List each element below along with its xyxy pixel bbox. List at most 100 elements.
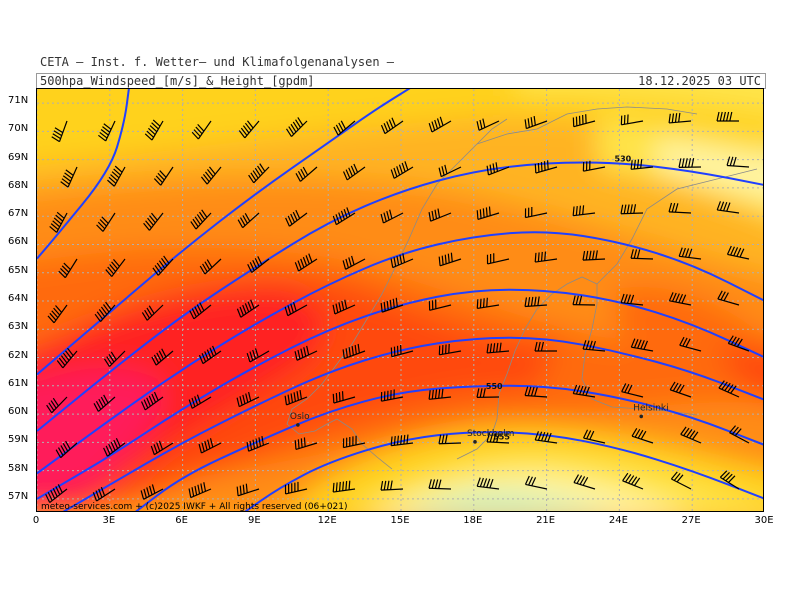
wind-barb xyxy=(380,209,404,224)
wind-barb xyxy=(284,481,308,495)
wind-barb xyxy=(572,205,596,217)
subheader-bar: 500hpa_Windspeed_[m/s]_&_Height_[gpdm] 1… xyxy=(36,73,766,89)
lat-tick-label: 59N xyxy=(8,434,29,446)
height-contour xyxy=(244,431,763,511)
wind-barb xyxy=(476,297,500,310)
wind-barb xyxy=(727,335,750,352)
wind-barb xyxy=(428,208,452,222)
lon-tick-label: 27E xyxy=(681,515,701,526)
wind-barb xyxy=(46,396,68,414)
wind-barb xyxy=(45,484,68,504)
wind-barb xyxy=(144,119,164,141)
wind-barb xyxy=(631,427,654,444)
lat-tick-label: 63N xyxy=(8,321,29,333)
weather-map: 530 550 555 Oslo Stockholm Helsinki meteo-se… xyxy=(36,88,764,512)
lat-tick-label: 67N xyxy=(8,208,29,220)
height-contour xyxy=(37,288,763,500)
wind-barb xyxy=(486,342,510,354)
lon-tick-label: 15E xyxy=(390,515,410,526)
wind-barb xyxy=(236,391,260,408)
wind-barb xyxy=(342,255,366,270)
wind-barb xyxy=(670,471,692,490)
lon-tick-label: 21E xyxy=(536,515,556,526)
wind-barb xyxy=(342,163,366,181)
city-labels: Oslo Stockholm Helsinki xyxy=(290,403,669,444)
lat-tick-label: 62N xyxy=(8,349,29,361)
wind-barb xyxy=(56,347,78,369)
wind-barb xyxy=(141,304,164,321)
wind-barb xyxy=(143,212,164,231)
wind-barb xyxy=(152,255,174,276)
wind-barb xyxy=(534,251,558,263)
lat-tick-label: 58N xyxy=(8,462,29,474)
wind-barb xyxy=(572,384,596,398)
wind-barbs xyxy=(45,111,750,504)
wind-barb xyxy=(572,114,596,128)
wind-barb xyxy=(630,159,654,170)
wind-barb xyxy=(140,391,164,411)
wind-barb xyxy=(679,336,702,352)
wind-barb xyxy=(726,245,750,260)
map-title: CETA — Inst. f. Wetter— und Klimafolgena… xyxy=(40,55,395,69)
wind-barb xyxy=(285,117,308,137)
lat-tick-label: 66N xyxy=(8,236,29,248)
contour-label: 555 xyxy=(493,433,510,442)
wind-barb xyxy=(51,120,68,143)
contour-label: 530 xyxy=(615,154,632,163)
wind-barb xyxy=(342,435,366,449)
wind-barb xyxy=(94,301,116,322)
wind-barb xyxy=(284,302,308,317)
city-marker xyxy=(296,423,300,427)
wind-barb xyxy=(428,388,452,400)
wind-barb xyxy=(716,201,740,214)
wind-barb xyxy=(729,425,750,444)
wind-barb xyxy=(476,206,500,221)
wind-barb xyxy=(246,348,270,363)
wind-barb xyxy=(668,112,692,124)
lat-tick-label: 61N xyxy=(8,377,29,389)
wind-barb xyxy=(294,253,318,272)
height-contour xyxy=(37,89,130,260)
coastlines xyxy=(286,106,758,470)
lat-tick-label: 70N xyxy=(8,123,29,135)
wind-barb xyxy=(572,295,596,306)
wind-barb xyxy=(332,299,356,315)
copyright-footer: meteo-services.com + (c)2025 IWKF + All … xyxy=(41,502,348,512)
wind-barb xyxy=(380,389,404,402)
wind-barb xyxy=(438,343,462,356)
wind-barb xyxy=(188,482,212,499)
wind-barb xyxy=(678,158,702,168)
wind-barb xyxy=(284,389,308,406)
contour-label: 550 xyxy=(486,382,503,391)
lon-tick-label: 18E xyxy=(463,515,483,526)
wind-barb xyxy=(92,486,116,502)
wind-barb xyxy=(524,116,548,130)
wind-barb xyxy=(380,117,404,135)
wind-barb xyxy=(47,304,68,324)
map-canvas: 530 550 555 Oslo Stockholm Helsinki meteo-se… xyxy=(37,89,763,512)
wind-barb xyxy=(342,343,366,360)
wind-barb xyxy=(333,120,356,136)
wind-barb xyxy=(58,258,78,279)
height-contour xyxy=(37,89,411,376)
wind-barb xyxy=(98,120,116,142)
wind-barb xyxy=(332,480,356,493)
wind-barb xyxy=(55,440,78,459)
wind-barb xyxy=(438,164,462,178)
wind-barb xyxy=(285,209,308,227)
wind-barb xyxy=(716,111,739,122)
lat-tick-label: 60N xyxy=(8,406,29,418)
lat-tick-label: 64N xyxy=(8,293,29,304)
wind-barb xyxy=(332,207,356,226)
wind-barb xyxy=(621,383,644,398)
lon-tick-label: 12E xyxy=(317,515,337,526)
wind-barb xyxy=(524,296,548,308)
wind-barb xyxy=(248,163,270,184)
wind-barb xyxy=(236,483,260,497)
lat-tick-label: 65N xyxy=(8,264,29,276)
wind-barb xyxy=(668,202,692,214)
wind-barb xyxy=(726,156,750,168)
wind-barb xyxy=(198,345,222,365)
height-contours: 530 550 555 xyxy=(37,89,763,511)
valid-time: 18.12.2025 03 UTC xyxy=(638,74,761,88)
